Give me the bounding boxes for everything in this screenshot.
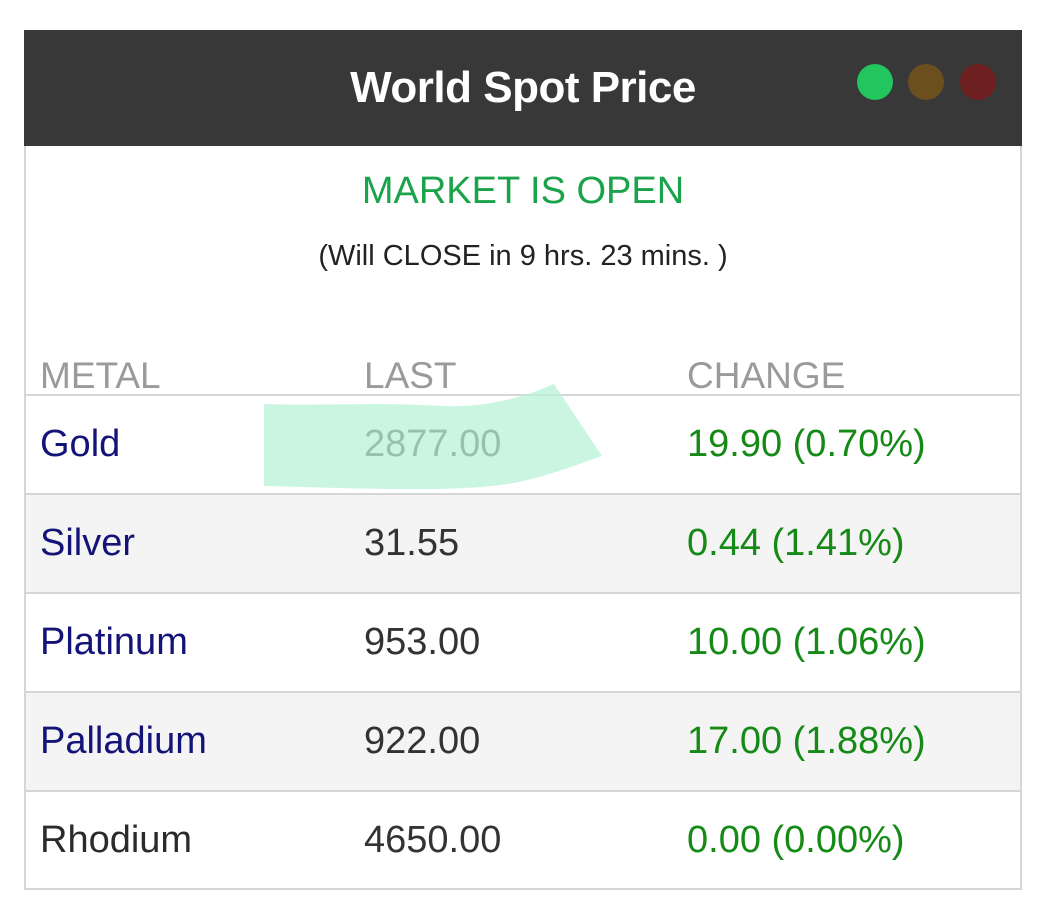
- change-silver: 0.44 (1.41%): [687, 522, 905, 564]
- spot-price-widget: World Spot Price MARKET IS OPEN (Will CL…: [24, 30, 1022, 890]
- last-price-silver: 31.55: [364, 522, 460, 564]
- status-dot-red: [960, 64, 996, 100]
- change-rhodium: 0.00 (0.00%): [687, 819, 905, 861]
- column-header-metal: METAL: [40, 355, 161, 396]
- last-price-platinum: 953.00: [364, 621, 481, 663]
- column-header-change: CHANGE: [687, 355, 846, 396]
- table-row-gold: Gold 2877.00 19.90 (0.70%): [26, 396, 1020, 495]
- table-row-platinum: Platinum 953.00 10.00 (1.06%): [26, 594, 1020, 693]
- change-platinum: 10.00 (1.06%): [687, 621, 926, 663]
- table-row-silver: Silver 31.55 0.44 (1.41%): [26, 495, 1020, 594]
- table-row-rhodium: Rhodium 4650.00 0.00 (0.00%): [26, 792, 1020, 889]
- status-dot-amber: [908, 64, 944, 100]
- metal-link-gold[interactable]: Gold: [40, 423, 121, 465]
- metal-link-palladium[interactable]: Palladium: [40, 720, 207, 762]
- metal-link-platinum[interactable]: Platinum: [40, 621, 188, 663]
- market-status: MARKET IS OPEN: [361, 170, 685, 212]
- table-header: METAL LAST CHANGE: [26, 326, 1020, 396]
- market-countdown: (Will CLOSE in 9 hrs. 23 mins. ): [318, 240, 728, 272]
- spot-price-table: METAL LAST CHANGE Gold 2877.00 19.90 (0.…: [26, 326, 1020, 889]
- last-price-rhodium: 4650.00: [364, 819, 502, 861]
- last-price-palladium: 922.00: [364, 720, 481, 762]
- table-row-palladium: Palladium 922.00 17.00 (1.88%): [26, 693, 1020, 792]
- change-gold: 19.90 (0.70%): [687, 423, 926, 465]
- last-price-gold: 2877.00: [364, 423, 502, 465]
- widget-title: World Spot Price: [350, 63, 696, 112]
- widget-header: World Spot Price: [24, 30, 1022, 146]
- change-palladium: 17.00 (1.88%): [687, 720, 926, 762]
- status-dot-green: [857, 64, 893, 100]
- metal-label-rhodium: Rhodium: [40, 819, 193, 861]
- metal-link-silver[interactable]: Silver: [40, 522, 136, 564]
